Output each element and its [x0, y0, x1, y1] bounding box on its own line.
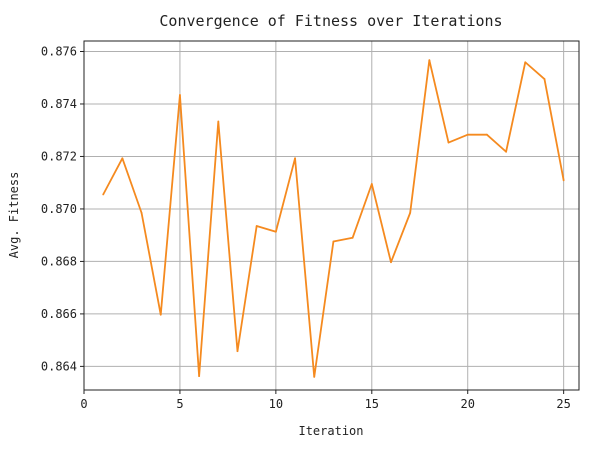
grid-lines [83, 41, 579, 390]
y-tick-label: 0.868 [41, 254, 77, 268]
data-point [121, 157, 124, 160]
y-axis-label: Avg. Fitness [7, 172, 21, 259]
data-point [159, 313, 162, 316]
y-tick-label: 0.872 [41, 149, 77, 163]
data-point [428, 59, 431, 62]
y-tick-label: 0.874 [41, 97, 77, 111]
x-axis-ticks: 0 5 10 15 20 25 [80, 390, 571, 411]
x-tick-label: 15 [365, 397, 379, 411]
x-tick-label: 0 [80, 397, 87, 411]
data-point [543, 78, 546, 80]
x-tick-label: 5 [176, 397, 183, 411]
data-point [466, 133, 469, 136]
data-point [505, 150, 507, 153]
data-point [179, 94, 181, 96]
x-tick-label: 20 [460, 397, 474, 411]
data-point [370, 183, 373, 185]
data-point [313, 375, 316, 378]
x-tick-label: 10 [269, 397, 283, 411]
data-point [217, 120, 220, 123]
y-tick-label: 0.876 [41, 44, 77, 58]
x-axis-label: Iteration [298, 424, 363, 438]
data-point [447, 141, 450, 144]
data-point [140, 211, 143, 214]
data-point [409, 211, 412, 214]
data-point [102, 193, 105, 196]
y-tick-label: 0.864 [41, 359, 77, 373]
y-tick-label: 0.870 [41, 202, 77, 216]
series-layer [102, 59, 565, 378]
data-point [274, 230, 277, 233]
series-line [102, 59, 565, 378]
data-point [332, 240, 335, 243]
plot-frame [83, 40, 580, 391]
data-point [198, 375, 201, 377]
data-point [351, 236, 354, 239]
data-point [294, 157, 296, 160]
data-point [486, 133, 488, 136]
y-tick-label: 0.866 [41, 307, 77, 321]
data-point [236, 350, 239, 353]
data-point [255, 225, 258, 227]
data-point [390, 261, 392, 264]
chart-title: Convergence of Fitness over Iterations [159, 12, 502, 30]
data-point [524, 61, 527, 64]
data-point [562, 179, 565, 182]
x-tick-label: 25 [556, 397, 570, 411]
y-axis-ticks: 0.864 0.866 0.868 0.870 0.872 0.874 0.876 [41, 44, 84, 373]
